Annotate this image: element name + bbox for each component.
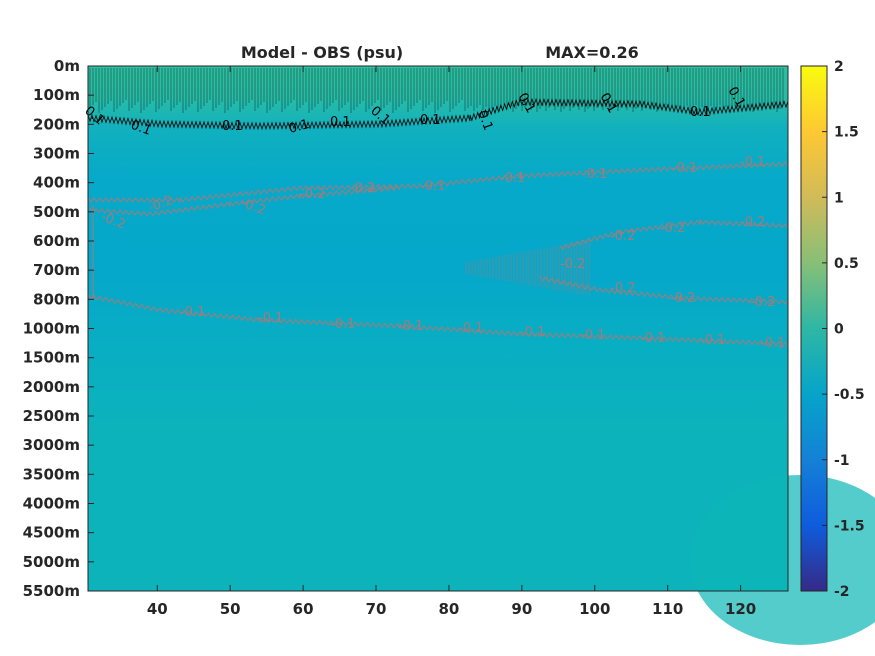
contour-label: -0.2 [670, 291, 695, 306]
contour-label: -0.1 [700, 333, 725, 348]
contour-label: -0.2 [750, 295, 775, 310]
max-label: MAX=0.26 [545, 43, 639, 62]
contour-label: -0.2 [740, 215, 765, 230]
y-tick-label: 100m [33, 86, 80, 104]
colorbar-tick-label: -1 [834, 453, 850, 469]
x-tick-label: 100 [579, 600, 610, 618]
contour-label: -0.2 [660, 221, 685, 236]
x-tick-label: 120 [725, 600, 756, 618]
contour-noise [89, 68, 784, 113]
contour-label: -0.1 [500, 171, 525, 186]
contour-label: -0.1 [420, 179, 445, 194]
x-tick-label: 110 [652, 600, 683, 618]
x-tick-label: 50 [220, 600, 241, 618]
colorbar-tick-label: -1.5 [834, 518, 865, 534]
y-tick-label: 2000m [23, 378, 80, 396]
contour-label: -0.2 [350, 181, 375, 196]
colorbar-tick-label: 0 [834, 322, 844, 338]
contour-line-negative [87, 293, 789, 347]
y-tick-label: 4000m [23, 495, 80, 513]
colorbar-tick-label: 0.5 [834, 256, 859, 272]
x-tick-label: 80 [439, 600, 460, 618]
y-tick-label: 0m [54, 57, 80, 75]
y-tick-label: 400m [33, 174, 80, 192]
x-axis: 40 50 60 70 80 90 100 110 120 [147, 66, 756, 618]
contour-label: 0.1 [690, 105, 711, 120]
contour-label: 0.1 [330, 115, 351, 130]
contour-label: -0.1 [740, 155, 765, 170]
y-tick-label: 200m [33, 115, 80, 133]
y-tick-label: 3000m [23, 436, 80, 454]
contour-label: 0.1 [287, 117, 311, 137]
contour-label: -0.2 [610, 229, 635, 244]
contour-label: -0.2 [300, 187, 325, 202]
contour-label: 0.1 [474, 108, 495, 133]
plot-area: 0.1 0.1 0.1 0.1 0.1 0.1 0.1 0.10.1 0.1 0.10.1-0.1… [81, 65, 875, 645]
y-tick-label: 800m [33, 290, 80, 308]
y-tick-label: 4500m [23, 524, 80, 542]
contour-label: 0.1 [222, 119, 243, 134]
y-tick-label: 500m [33, 203, 80, 221]
contour-line-negative [87, 161, 789, 204]
contour-label: -0.1 [258, 311, 283, 326]
y-axis: 0m 100m 200m 300m 400m 500m 600m 700m 800m 1000m 1… [23, 57, 94, 600]
contour-label: -0.1 [672, 161, 697, 176]
y-tick-label: 3500m [23, 465, 80, 483]
deep-anomaly [690, 475, 875, 645]
contour-label: -0.1 [640, 331, 665, 346]
colorbar-tick-label: -2 [834, 584, 850, 600]
x-tick-label: 70 [366, 600, 387, 618]
contour-label: -0.2 [610, 281, 635, 296]
y-tick-label: 5500m [23, 582, 80, 600]
y-tick-label: 700m [33, 261, 80, 279]
chart-title: Model - OBS (psu) [241, 43, 403, 62]
y-tick-label: 5000m [23, 553, 80, 571]
contour-label: -0.1 [458, 321, 483, 336]
colorbar-tick-label: 1.5 [834, 125, 859, 141]
contour-label: -0.2 [560, 257, 585, 272]
contour-label: -0.1 [180, 305, 205, 320]
contour-label: -0.1 [330, 317, 355, 332]
contour-line-negative-02 [89, 185, 401, 217]
x-tick-label: 60 [293, 600, 314, 618]
contour-label: -0.1 [580, 328, 605, 343]
contour-hatch [465, 240, 590, 296]
colorbar-tick-label: 1 [834, 190, 844, 206]
contour-label: -0.1 [760, 336, 785, 351]
contour-line-negative-02 [539, 275, 789, 305]
x-tick-label: 40 [147, 600, 168, 618]
y-tick-label: 2500m [23, 407, 80, 425]
contour-label: -0.1 [582, 167, 607, 182]
y-tick-label: 600m [33, 232, 80, 250]
colorbar-tick-label: -0.5 [834, 387, 865, 403]
contour-label: -0.1 [398, 319, 423, 334]
y-tick-label: 1000m [23, 320, 80, 338]
colorbar: 2 1.5 1 0.5 0 -0.5 -1 -1.5 -2 [800, 59, 865, 600]
y-tick-label: 300m [33, 145, 80, 163]
contour-line-negative-02 [559, 218, 789, 251]
contour-label: 0.1 [129, 118, 154, 139]
contour-label: 0.1 [420, 113, 441, 128]
y-tick-label: 1500m [23, 349, 80, 367]
contour-label: -0.1 [520, 325, 545, 340]
contour-line-positive [87, 97, 789, 131]
colorbar-tick-label: 2 [834, 59, 844, 75]
x-tick-label: 90 [511, 600, 532, 618]
